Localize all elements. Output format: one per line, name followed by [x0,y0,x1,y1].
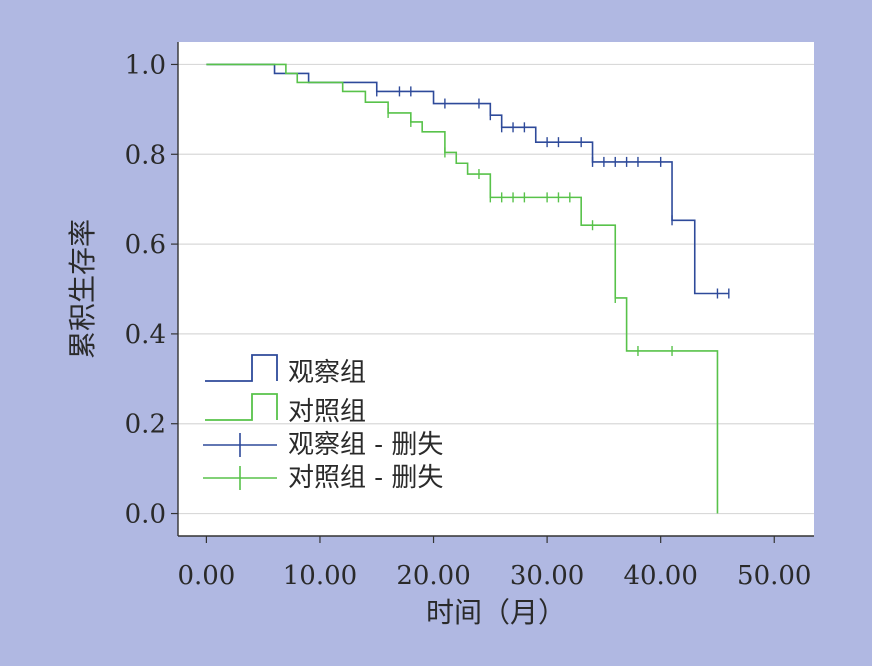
y-tick-label: 1.0 [125,50,166,80]
series-layer [206,63,730,514]
y-tick-label: 0.2 [125,410,166,440]
x-axis-label: 时间（月） [426,596,566,629]
legend-observation-step-icon [205,354,278,382]
gridlines [178,63,814,515]
y-tick-label: 0.0 [125,500,166,530]
x-tick-label: 20.00 [396,561,470,591]
x-tick-label: 40.00 [623,561,697,591]
x-tick-label: 10.00 [283,561,357,591]
axes: 0.0 0.2 0.4 0.6 0.8 1.0 0.00 10.00 20.00 30.00 40.… [125,42,814,591]
y-axis-label: 累积生存率 [66,219,99,359]
observation-group-survival-curve [206,63,729,295]
legend-label-observation: 观察组 [288,358,366,388]
y-tick-label: 0.4 [125,320,166,350]
legend-control-step-icon [205,393,278,421]
y-tick-label: 0.8 [125,140,166,170]
plot-area [178,42,814,536]
x-tick-label: 30.00 [510,561,584,591]
control-group-survival-curve [206,63,719,514]
legend-label-observation-censored: 观察组 - 删失 [288,430,443,460]
x-tick-label: 0.00 [177,561,235,591]
x-tick-label: 50.00 [737,561,811,591]
y-tick-label: 0.6 [125,230,166,260]
legend-label-control: 对照组 [288,397,366,427]
legend-label-control-censored: 对照组 - 删失 [288,463,443,493]
